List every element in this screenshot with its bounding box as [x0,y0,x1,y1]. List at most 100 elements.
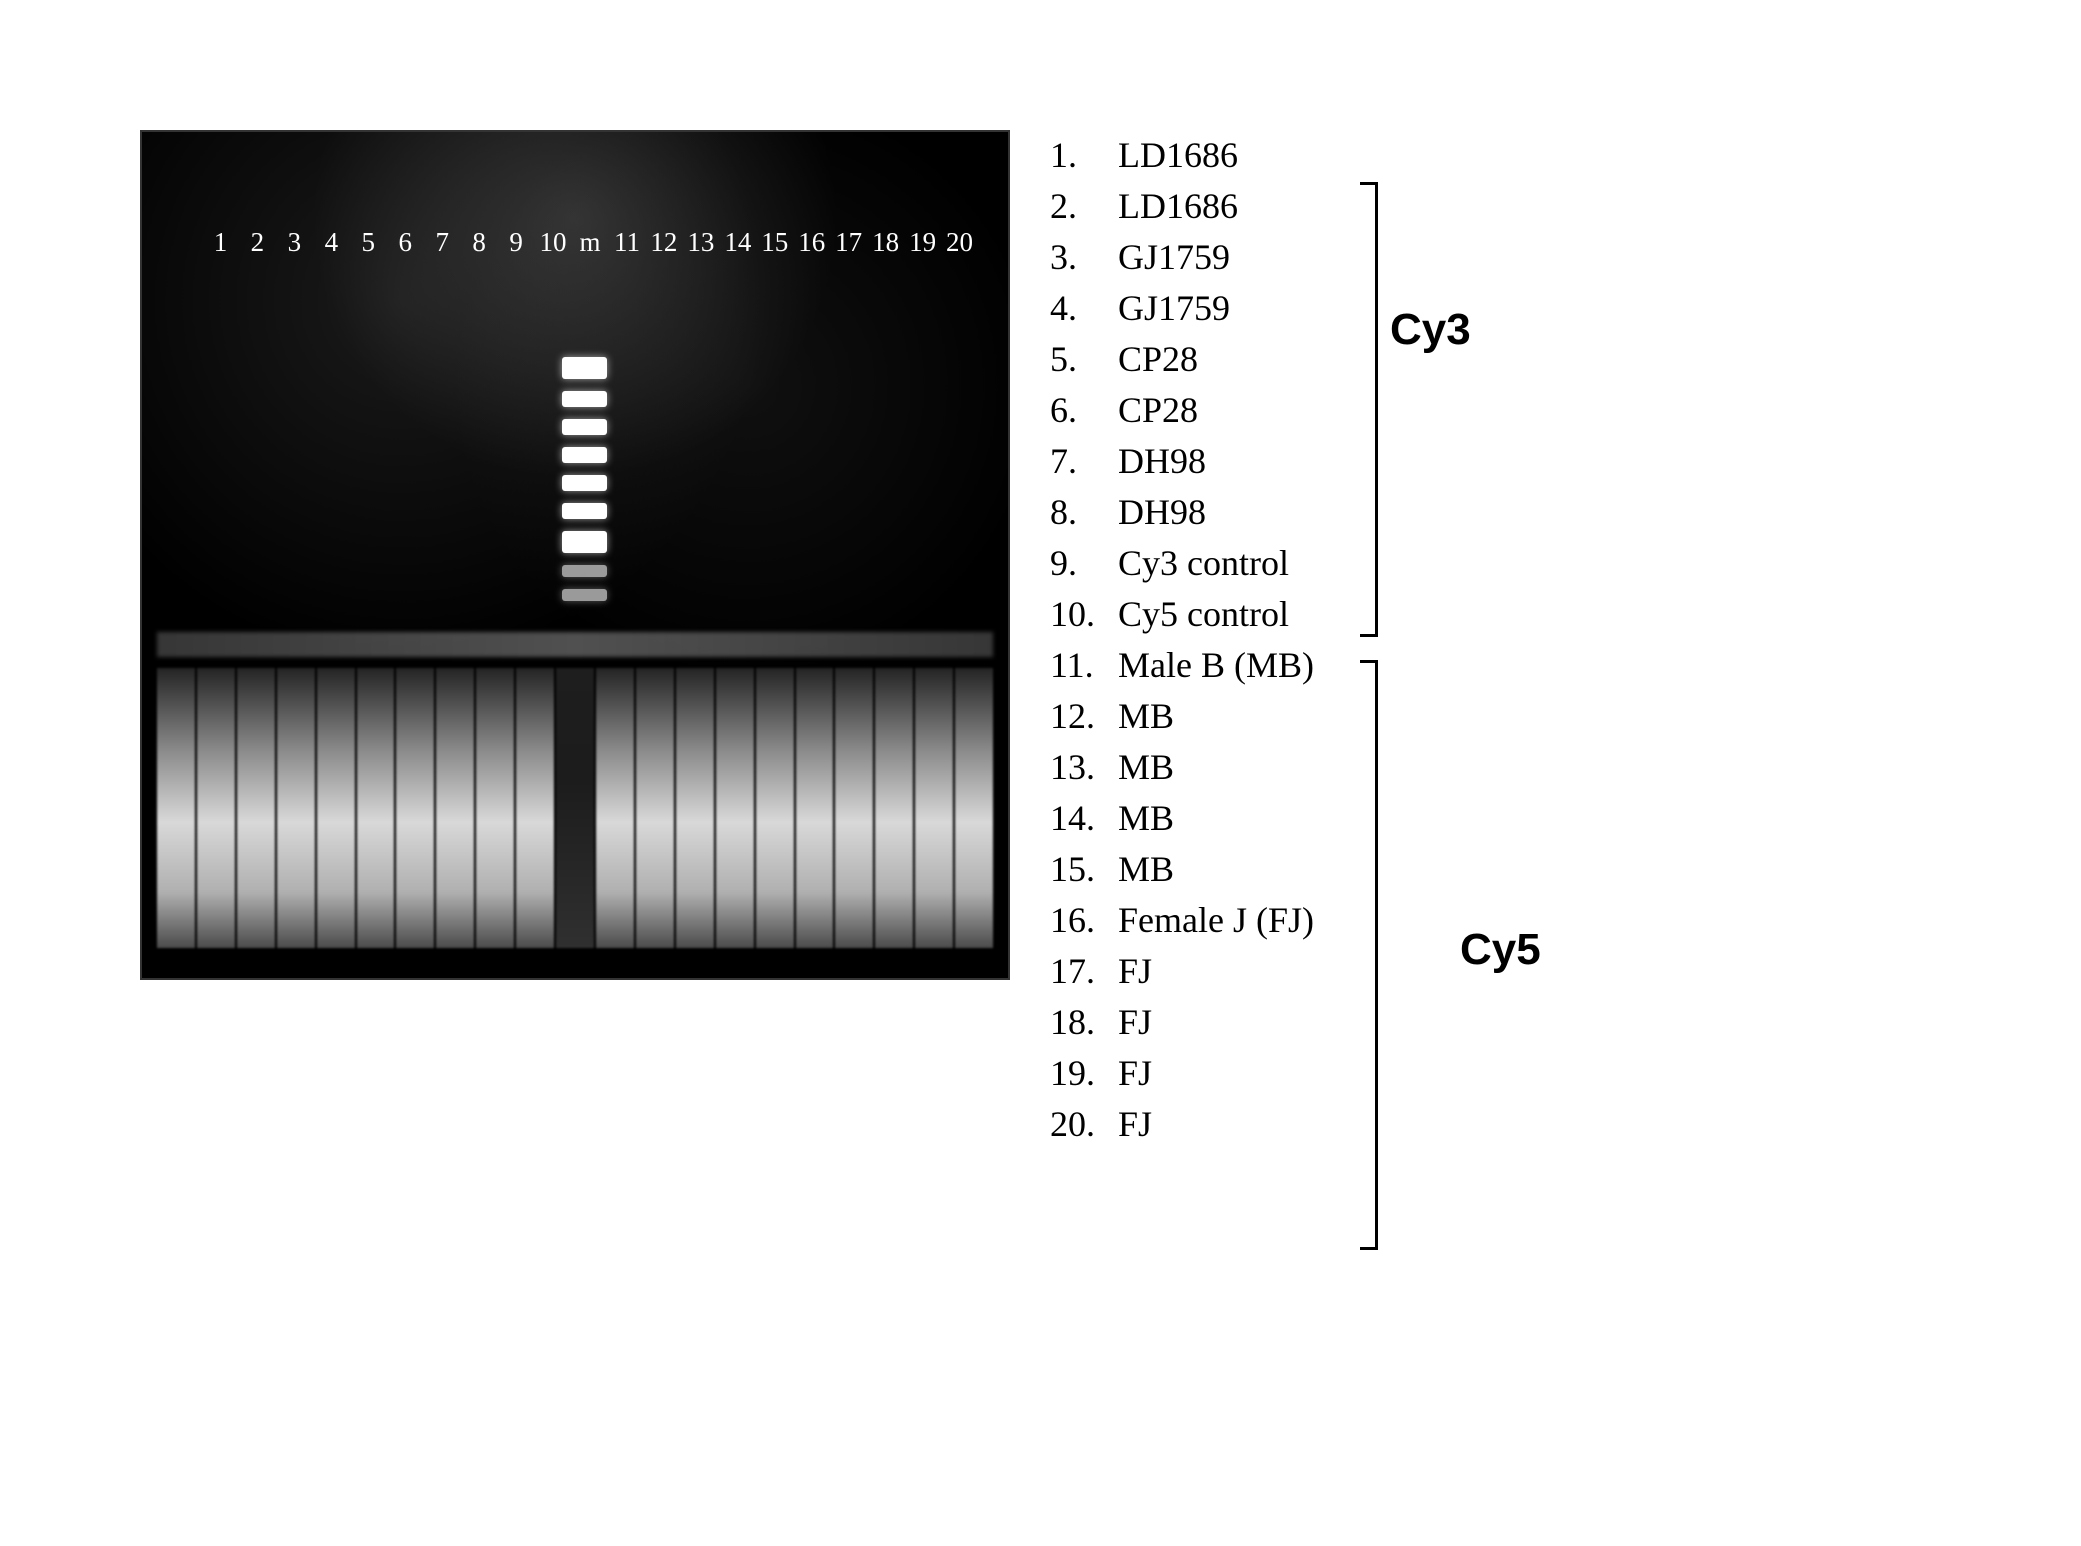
legend-row: 16. Female J (FJ) [1050,895,1348,946]
smear-lane [676,668,714,948]
smear-lane [197,668,235,948]
smear-lane [636,668,674,948]
legend-label: MB [1118,844,1348,895]
legend-number: 20. [1050,1099,1118,1150]
legend-number: 13. [1050,742,1118,793]
legend-number: 15. [1050,844,1118,895]
smear-lane [277,668,315,948]
bracket-column: Cy3 Cy5 [1360,130,1390,1150]
gel-electrophoresis-image: 1 2 3 4 5 6 7 8 9 10 m 11 12 13 14 15 16… [140,130,1010,980]
legend-number: 18. [1050,997,1118,1048]
legend-row: 17. FJ [1050,946,1348,997]
legend-label: Cy5 control [1118,589,1348,640]
legend-row: 10. Cy5 control [1050,589,1348,640]
mid-band-region [157,632,993,657]
legend-number: 19. [1050,1048,1118,1099]
cy5-bracket-label: Cy5 [1460,925,1541,975]
smear-lane [317,668,355,948]
legend-number: 4. [1050,283,1118,334]
legend-number: 8. [1050,487,1118,538]
smear-lane [436,668,474,948]
lane-num: 20 [941,227,978,258]
legend-area: 1. LD1686 2. LD1686 3. GJ1759 4. GJ1759 … [1050,130,1390,1150]
legend-number: 9. [1050,538,1118,589]
legend-label: FJ [1118,1099,1348,1150]
lane-num: 15 [756,227,793,258]
legend-number: 16. [1050,895,1118,946]
lane-num: m [572,227,609,258]
smear-lane [396,668,434,948]
smear-lane [357,668,395,948]
cy3-bracket [1360,182,1378,637]
legend-label: CP28 [1118,385,1348,436]
legend-label: Female J (FJ) [1118,895,1348,946]
legend-number: 3. [1050,232,1118,283]
smear-lane [796,668,834,948]
lane-num: 12 [645,227,682,258]
legend-row: 12. MB [1050,691,1348,742]
lane-num: 2 [239,227,276,258]
smear-lane [157,668,195,948]
smear-lane [915,668,953,948]
legend-label: DH98 [1118,487,1348,538]
ladder-band [562,357,607,379]
lane-num: 9 [498,227,535,258]
legend-row: 13. MB [1050,742,1348,793]
ladder-band [562,589,607,601]
smear-lane-marker [556,668,594,948]
legend-number: 10. [1050,589,1118,640]
legend-number: 14. [1050,793,1118,844]
lane-num: 8 [461,227,498,258]
lane-num: 19 [904,227,941,258]
legend-row: 8. DH98 [1050,487,1348,538]
legend-label: Male B (MB) [1118,640,1348,691]
legend-number: 6. [1050,385,1118,436]
legend-row: 6. CP28 [1050,385,1348,436]
legend-label: LD1686 [1118,130,1348,181]
legend-list: 1. LD1686 2. LD1686 3. GJ1759 4. GJ1759 … [1050,130,1348,1150]
smear-lane [716,668,754,948]
legend-row: 20. FJ [1050,1099,1348,1150]
legend-row: 11. Male B (MB) [1050,640,1348,691]
legend-label: CP28 [1118,334,1348,385]
legend-number: 5. [1050,334,1118,385]
lane-num: 11 [608,227,645,258]
lane-num: 1 [202,227,239,258]
legend-label: DH98 [1118,436,1348,487]
dna-ladder [562,357,607,601]
legend-number: 17. [1050,946,1118,997]
legend-row: 4. GJ1759 [1050,283,1348,334]
legend-row: 7. DH98 [1050,436,1348,487]
legend-number: 11. [1050,640,1118,691]
legend-row: 15. MB [1050,844,1348,895]
smear-lane [237,668,275,948]
ladder-band [562,531,607,553]
cy5-bracket [1360,660,1378,1250]
legend-label: FJ [1118,1048,1348,1099]
smear-lane [476,668,514,948]
legend-label: FJ [1118,997,1348,1048]
lane-num: 17 [830,227,867,258]
legend-label: MB [1118,691,1348,742]
lane-num: 7 [424,227,461,258]
ladder-band [562,447,607,463]
legend-label: MB [1118,793,1348,844]
lane-num: 16 [793,227,830,258]
smear-lane [875,668,913,948]
probe-smear-region [157,668,993,948]
legend-number: 2. [1050,181,1118,232]
lane-num: 14 [719,227,756,258]
ladder-band [562,503,607,519]
legend-row: 9. Cy3 control [1050,538,1348,589]
lane-num: 6 [387,227,424,258]
smear-lane [516,668,554,948]
smear-lane [596,668,634,948]
legend-row: 1. LD1686 [1050,130,1348,181]
legend-label: Cy3 control [1118,538,1348,589]
legend-number: 7. [1050,436,1118,487]
legend-row: 3. GJ1759 [1050,232,1348,283]
legend-label: LD1686 [1118,181,1348,232]
ladder-band [562,419,607,435]
legend-row: 18. FJ [1050,997,1348,1048]
legend-number: 1. [1050,130,1118,181]
